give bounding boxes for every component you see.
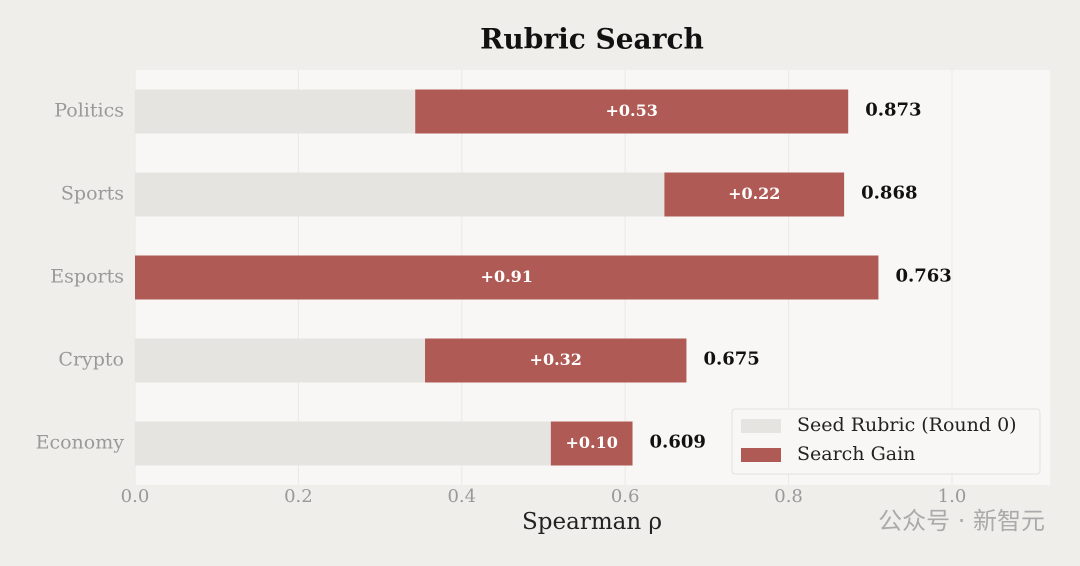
bar (415, 89, 849, 134)
y-tick-label: Sports (61, 183, 124, 205)
bar-value-label: +0.10 (565, 433, 617, 452)
x-axis-label: Spearman ρ (522, 509, 662, 535)
bar (664, 172, 845, 217)
legend-swatch (741, 448, 781, 462)
x-tick-label: 0.8 (774, 486, 803, 507)
bar-value-label: +0.32 (530, 350, 582, 369)
bar (135, 255, 879, 300)
x-tick-label: 1.0 (938, 486, 967, 507)
bar (135, 89, 416, 134)
x-tick-label: 0.2 (284, 486, 313, 507)
legend-swatch (741, 419, 781, 433)
watermark: 公众号 · 新智元 (878, 507, 1045, 535)
y-tick-label: Economy (36, 432, 125, 454)
bar-value-label: +0.22 (728, 184, 780, 203)
total-label: 0.609 (650, 432, 706, 453)
bar (135, 338, 426, 383)
x-tick-label: 0.4 (447, 486, 476, 507)
total-label: 0.868 (861, 183, 917, 204)
bar (135, 421, 551, 466)
bar-value-label: +0.53 (606, 101, 658, 120)
legend-box (731, 408, 1041, 475)
bar-value-label: +0.91 (481, 267, 533, 286)
bar (425, 338, 687, 383)
total-label: 0.763 (895, 266, 951, 287)
legend-label: Search Gain (797, 443, 915, 465)
legend-label: Seed Rubric (Round 0) (797, 414, 1017, 436)
total-label: 0.675 (703, 349, 759, 370)
bar (135, 172, 665, 217)
x-tick-label: 0.0 (121, 486, 150, 507)
y-tick-label: Crypto (58, 349, 124, 371)
bar (550, 421, 633, 466)
x-tick-label: 0.6 (611, 486, 640, 507)
y-tick-label: Politics (54, 100, 124, 122)
y-tick-label: Esports (50, 266, 124, 288)
total-label: 0.873 (865, 100, 921, 121)
chart-title: Rubric Search (480, 23, 704, 56)
